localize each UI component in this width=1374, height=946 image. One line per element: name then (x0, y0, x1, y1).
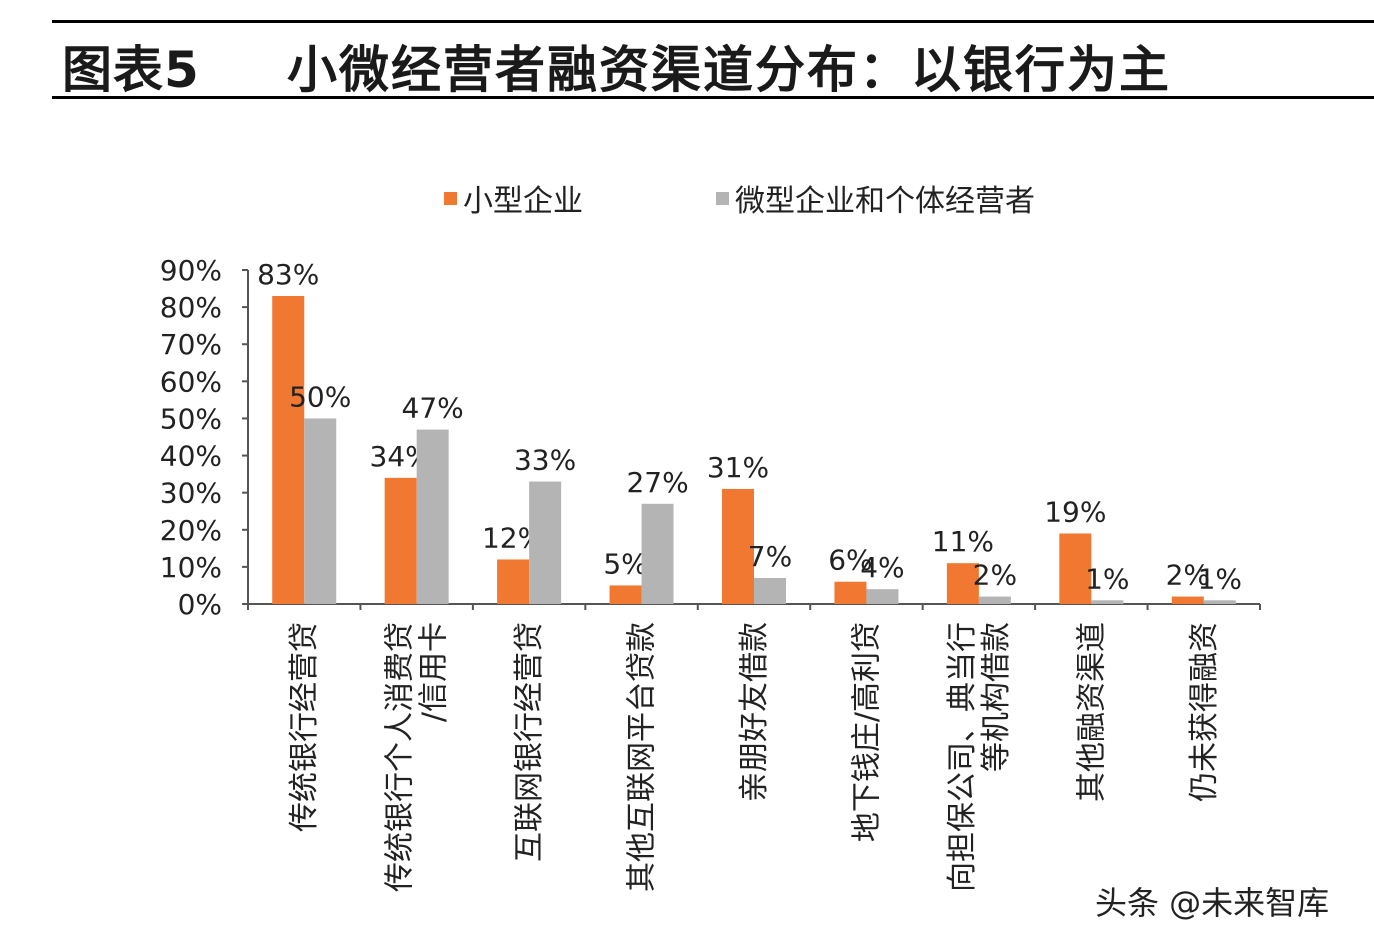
top-rule (52, 20, 1374, 23)
bar (641, 503, 674, 604)
y-tick-label: 70% (160, 328, 222, 361)
y-tick-label: 40% (160, 440, 222, 473)
category-label: 亲朋好友借款 (737, 622, 772, 802)
category-label: 互联网银行经营贷 (512, 622, 547, 862)
data-label: 6% (828, 544, 872, 577)
bar (529, 481, 562, 604)
bar (946, 563, 979, 604)
bar (304, 418, 337, 604)
figure-label: 图表5 (62, 41, 200, 99)
category-label: 向担保公司、典当行 (945, 622, 980, 892)
bar (866, 589, 899, 604)
category-label: 等机构借款 (979, 622, 1014, 772)
data-label: 27% (626, 466, 688, 499)
category-label: /信用卡 (417, 622, 452, 722)
bar (978, 596, 1011, 604)
bar (497, 559, 530, 604)
legend-swatch-small (444, 191, 457, 205)
data-label: 1% (1085, 562, 1129, 595)
y-tick-label: 90% (160, 254, 222, 287)
data-label: 47% (402, 392, 464, 425)
data-label: 7% (748, 540, 792, 573)
legend-label-micro: 微型企业和个体经营者 (735, 184, 1035, 219)
chart-title: 小微经营者融资渠道分布：以银行为主 (287, 41, 1171, 99)
bar (416, 429, 449, 604)
bar (1203, 600, 1236, 604)
legend: 小型企业 微型企业和个体经营者 (0, 176, 1374, 219)
bar (754, 578, 786, 604)
legend-swatch-micro (716, 191, 729, 205)
data-label: 11% (932, 525, 994, 558)
data-label: 19% (1044, 495, 1106, 528)
bottom-rule (52, 96, 1374, 99)
category-label: 传统银行个人消费贷 (383, 622, 418, 892)
legend-item-micro: 微型企业和个体经营者 (716, 176, 1035, 220)
category-label: 其他融资渠道 (1074, 622, 1109, 802)
data-label: 5% (603, 547, 647, 580)
bar (1059, 533, 1092, 604)
data-label: 31% (707, 451, 769, 484)
bar (1091, 600, 1124, 604)
bar (1171, 596, 1204, 604)
y-tick-label: 50% (160, 402, 222, 435)
y-tick-label: 60% (160, 365, 222, 398)
bar (609, 585, 642, 604)
y-tick-label: 30% (160, 477, 222, 510)
data-label: 4% (860, 551, 904, 584)
category-label: 其他互联网平台贷款 (625, 622, 660, 892)
y-tick-label: 10% (160, 551, 222, 584)
data-label: 83% (257, 258, 319, 291)
y-tick-label: 0% (178, 588, 222, 621)
data-label: 50% (289, 380, 351, 413)
data-label: 2% (973, 559, 1017, 592)
bar (834, 581, 867, 604)
data-label: 2% (1166, 559, 1210, 592)
bar (272, 295, 305, 604)
bar (384, 477, 417, 604)
category-label: 仍未获得融资 (1187, 622, 1222, 802)
y-tick-label: 80% (160, 291, 222, 324)
legend-label-small: 小型企业 (463, 184, 583, 219)
bar (722, 488, 754, 604)
category-label: 地下钱庄/高利贷 (849, 622, 884, 842)
legend-item-small: 小型企业 (444, 176, 583, 220)
category-label: 传统银行经营贷 (287, 622, 322, 832)
y-tick-label: 20% (160, 514, 222, 547)
data-label: 1% (1198, 562, 1242, 595)
data-label: 33% (514, 444, 576, 477)
watermark: 头条 @未来智库 (1095, 884, 1330, 922)
